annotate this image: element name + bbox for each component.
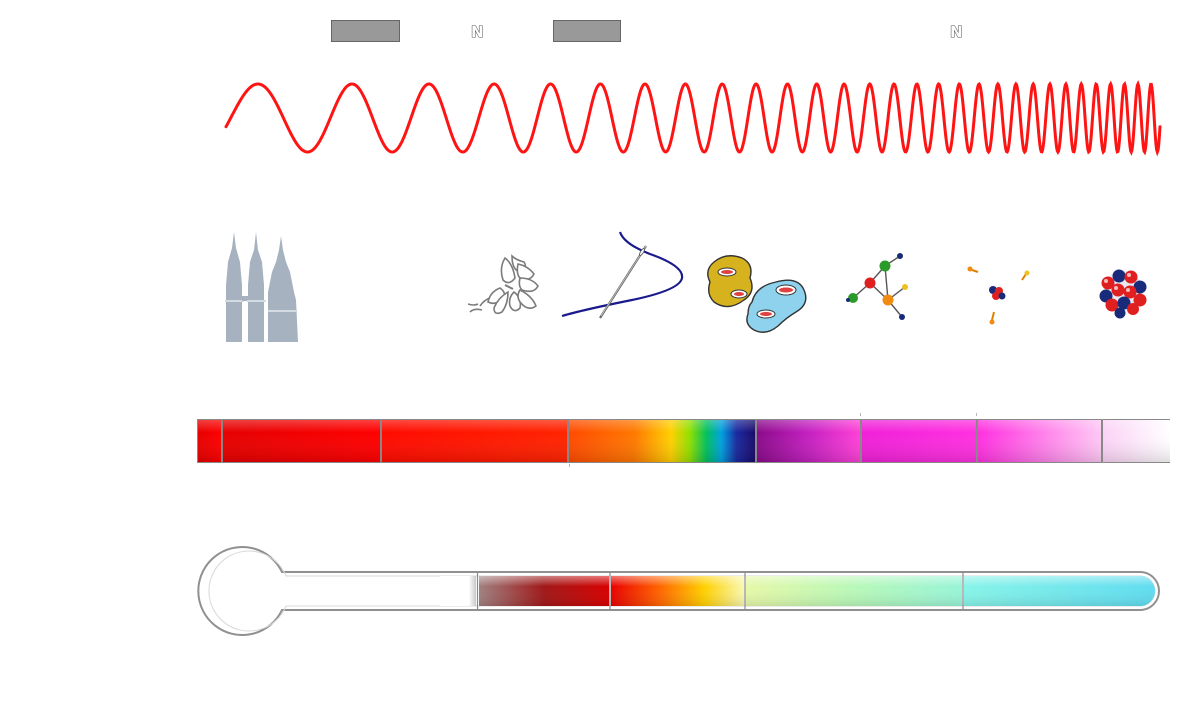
marker-n: N (471, 23, 484, 41)
molecule-icon (846, 253, 908, 320)
label-box (331, 20, 400, 42)
spectrum-bar (197, 413, 1170, 467)
thermometer (197, 546, 1160, 636)
atom-icon (967, 266, 1030, 325)
label-box (553, 20, 621, 42)
header-row: N N (331, 20, 963, 42)
scale-icons-row (225, 231, 1147, 342)
buildings-icon (225, 232, 298, 342)
butterfly-icon (467, 254, 539, 315)
cells-icon (707, 255, 807, 333)
thermometer-segment (440, 576, 476, 606)
wavelength-wave (224, 79, 1162, 157)
nucleus-icon (1099, 269, 1147, 319)
marker-n: N (950, 23, 963, 41)
needle-icon (561, 231, 684, 319)
